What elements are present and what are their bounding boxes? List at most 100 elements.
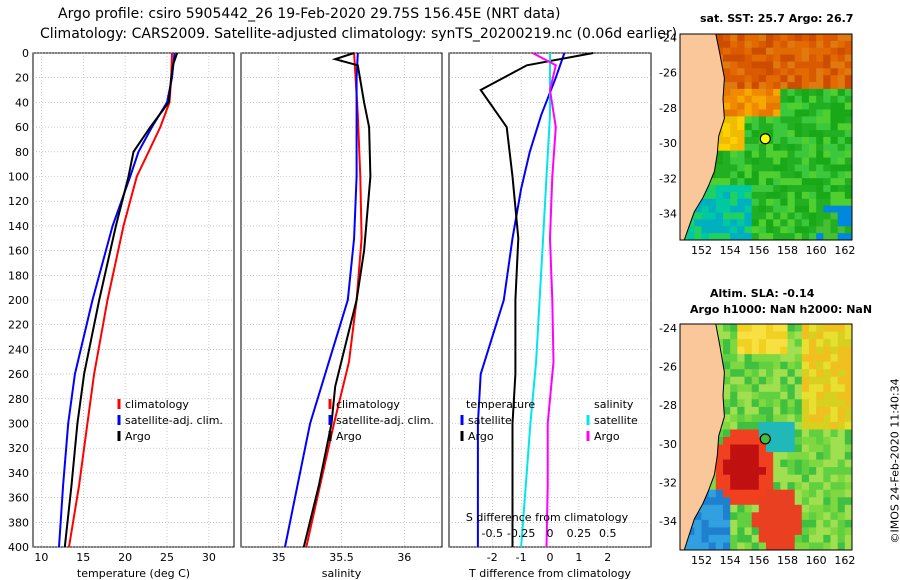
- map-cell: [773, 504, 781, 513]
- map-cell: [794, 346, 803, 355]
- map-cell: [787, 497, 796, 506]
- map-cell: [730, 116, 738, 124]
- map-cell: [837, 376, 846, 385]
- map-cell: [737, 191, 745, 200]
- map-cell: [730, 467, 738, 476]
- map-cell: [794, 40, 803, 49]
- map-cell: [758, 198, 767, 207]
- map-cell: [794, 437, 803, 445]
- map-cell: [844, 459, 853, 468]
- map-cell: [715, 219, 724, 227]
- legend-title: salinity: [594, 398, 634, 411]
- map-cell: [737, 116, 745, 124]
- map-cell: [744, 444, 753, 453]
- map-cell: [794, 421, 803, 430]
- map-cell: [844, 68, 853, 76]
- map-cell: [744, 205, 753, 214]
- map-cell: [744, 233, 753, 241]
- map-cell: [801, 185, 810, 193]
- map-cell: [773, 376, 781, 385]
- map-cell: [758, 459, 767, 468]
- map-cell: [844, 512, 853, 521]
- map-cell: [830, 233, 839, 241]
- map-cell: [701, 198, 710, 207]
- map-cell: [773, 354, 781, 363]
- map-cell: [787, 527, 796, 536]
- map-cell: [730, 391, 738, 400]
- map-cell: [794, 489, 803, 498]
- map-cell: [773, 102, 781, 111]
- map-cell: [730, 82, 738, 90]
- map-cell: [809, 219, 817, 227]
- map-cell: [823, 54, 831, 62]
- map-cell: [830, 406, 839, 415]
- map-cell: [751, 68, 760, 76]
- x-tick-label: 20: [118, 551, 132, 564]
- map-cell: [837, 82, 846, 90]
- map-cell: [794, 399, 803, 408]
- map-cell: [744, 354, 753, 363]
- map-cell: [823, 102, 831, 111]
- map-cell: [780, 54, 788, 62]
- map-cell: [801, 474, 810, 483]
- map-cell: [830, 157, 839, 165]
- map-cell: [809, 198, 817, 207]
- map-cell: [801, 376, 810, 385]
- map-cell: [730, 399, 738, 408]
- map-cell: [708, 185, 717, 193]
- map-cell: [794, 534, 803, 543]
- map-cell: [816, 157, 824, 165]
- map-cell: [751, 185, 760, 193]
- map-cell: [751, 519, 760, 528]
- map-cell: [816, 361, 824, 370]
- y-tick-label: 240: [8, 343, 29, 356]
- map-cell: [801, 123, 810, 131]
- map-cell: [830, 384, 839, 393]
- map-cell: [823, 109, 831, 117]
- map-cell: [823, 150, 831, 159]
- map-cell: [737, 542, 745, 551]
- map-cell: [787, 34, 796, 42]
- map-cell: [801, 95, 810, 104]
- map-cell: [780, 116, 788, 124]
- map-cell: [809, 191, 817, 200]
- map-cell: [787, 331, 796, 340]
- map-cell: [844, 233, 853, 241]
- map-cell: [737, 429, 745, 438]
- map-cell: [766, 171, 774, 179]
- map-cell: [723, 324, 731, 332]
- map-cell: [844, 452, 853, 461]
- map-cell: [766, 61, 774, 69]
- map-cell: [823, 421, 831, 430]
- map-cell: [744, 331, 753, 340]
- map-cell: [766, 452, 774, 461]
- map-cell: [801, 109, 810, 117]
- map-cell: [794, 504, 803, 513]
- map-cell: [758, 75, 767, 83]
- map-cell: [723, 54, 731, 62]
- map-cell: [744, 339, 753, 348]
- map-cell: [809, 88, 817, 97]
- map-cell: [787, 452, 796, 461]
- map-cell: [744, 376, 753, 385]
- map-cell: [773, 54, 781, 62]
- map-cell: [758, 391, 767, 400]
- map-cell: [737, 519, 745, 528]
- map-cell: [723, 171, 731, 179]
- map-cell: [816, 369, 824, 378]
- map-cell: [758, 534, 767, 543]
- map-cell: [723, 376, 731, 385]
- map-cell: [758, 542, 767, 551]
- title-line-1: Argo profile: csiro 5905442_26 19-Feb-20…: [58, 6, 561, 22]
- map-cell: [837, 512, 846, 521]
- map-cell: [744, 88, 753, 97]
- map-cell: [787, 361, 796, 370]
- map-cell: [809, 489, 817, 498]
- map-cell: [780, 102, 788, 111]
- map-cell: [715, 185, 724, 193]
- map-cell: [737, 482, 745, 491]
- map-cell: [809, 384, 817, 393]
- map-cell: [809, 504, 817, 513]
- map-cell: [766, 489, 774, 498]
- y-tick-label: 0: [22, 47, 29, 60]
